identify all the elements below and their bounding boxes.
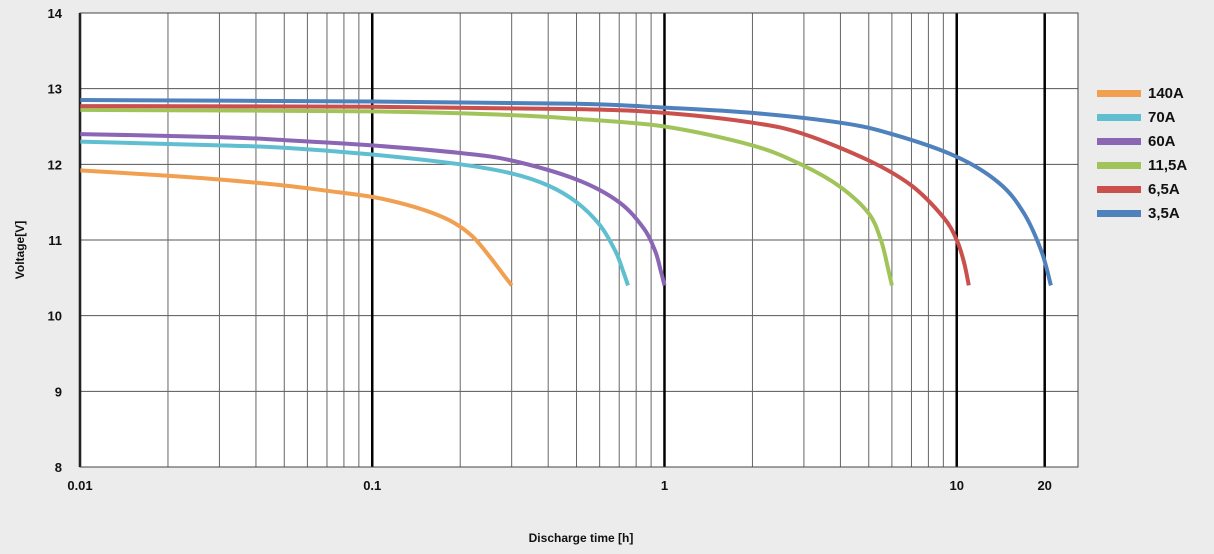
legend-swatch xyxy=(1097,90,1141,97)
legend: 140A 70A 60A 11,5A 6,5A 3,5A xyxy=(1097,85,1187,222)
x-axis-title: Discharge time [h] xyxy=(529,531,634,545)
legend-label: 70A xyxy=(1148,109,1176,126)
x-tick-label: 10 xyxy=(949,478,963,493)
legend-swatch xyxy=(1097,186,1141,193)
series-layer xyxy=(79,98,1053,287)
series-line-6,5A xyxy=(79,104,971,286)
series-line-60A xyxy=(79,132,667,286)
y-tick-label: 12 xyxy=(48,157,62,172)
x-tick-label: 0.01 xyxy=(67,478,92,493)
series-line-11,5A xyxy=(79,107,894,286)
x-tick-label: 0.1 xyxy=(363,478,381,493)
x-tick-labels: 0.01 0.1 1 10 20 xyxy=(67,478,1052,493)
y-axis-title: Voltage[V] xyxy=(13,221,27,279)
y-tick-label: 13 xyxy=(48,82,62,97)
x-tick-label: 20 xyxy=(1037,478,1051,493)
legend-swatch xyxy=(1097,114,1141,121)
y-tick-label: 11 xyxy=(48,233,62,248)
legend-label: 60A xyxy=(1148,133,1176,150)
legend-label: 11,5A xyxy=(1148,157,1187,174)
y-tick-labels: 8 9 10 11 12 13 14 xyxy=(48,6,63,475)
series-line-140A xyxy=(79,168,514,287)
legend-swatch xyxy=(1097,162,1141,169)
series-line-70A xyxy=(79,139,630,287)
x-tick-label: 1 xyxy=(661,478,668,493)
legend-label: 6,5A xyxy=(1148,181,1180,198)
series-line-3,5A xyxy=(79,98,1053,286)
legend-label: 3,5A xyxy=(1148,205,1180,222)
y-tick-label: 14 xyxy=(48,6,63,21)
legend-swatch xyxy=(1097,138,1141,145)
legend-swatch xyxy=(1097,210,1141,217)
y-tick-label: 8 xyxy=(55,460,62,475)
plot-border xyxy=(79,12,1079,468)
legend-label: 140A xyxy=(1148,85,1184,102)
y-tick-label: 9 xyxy=(55,384,62,399)
y-tick-label: 10 xyxy=(48,309,62,324)
